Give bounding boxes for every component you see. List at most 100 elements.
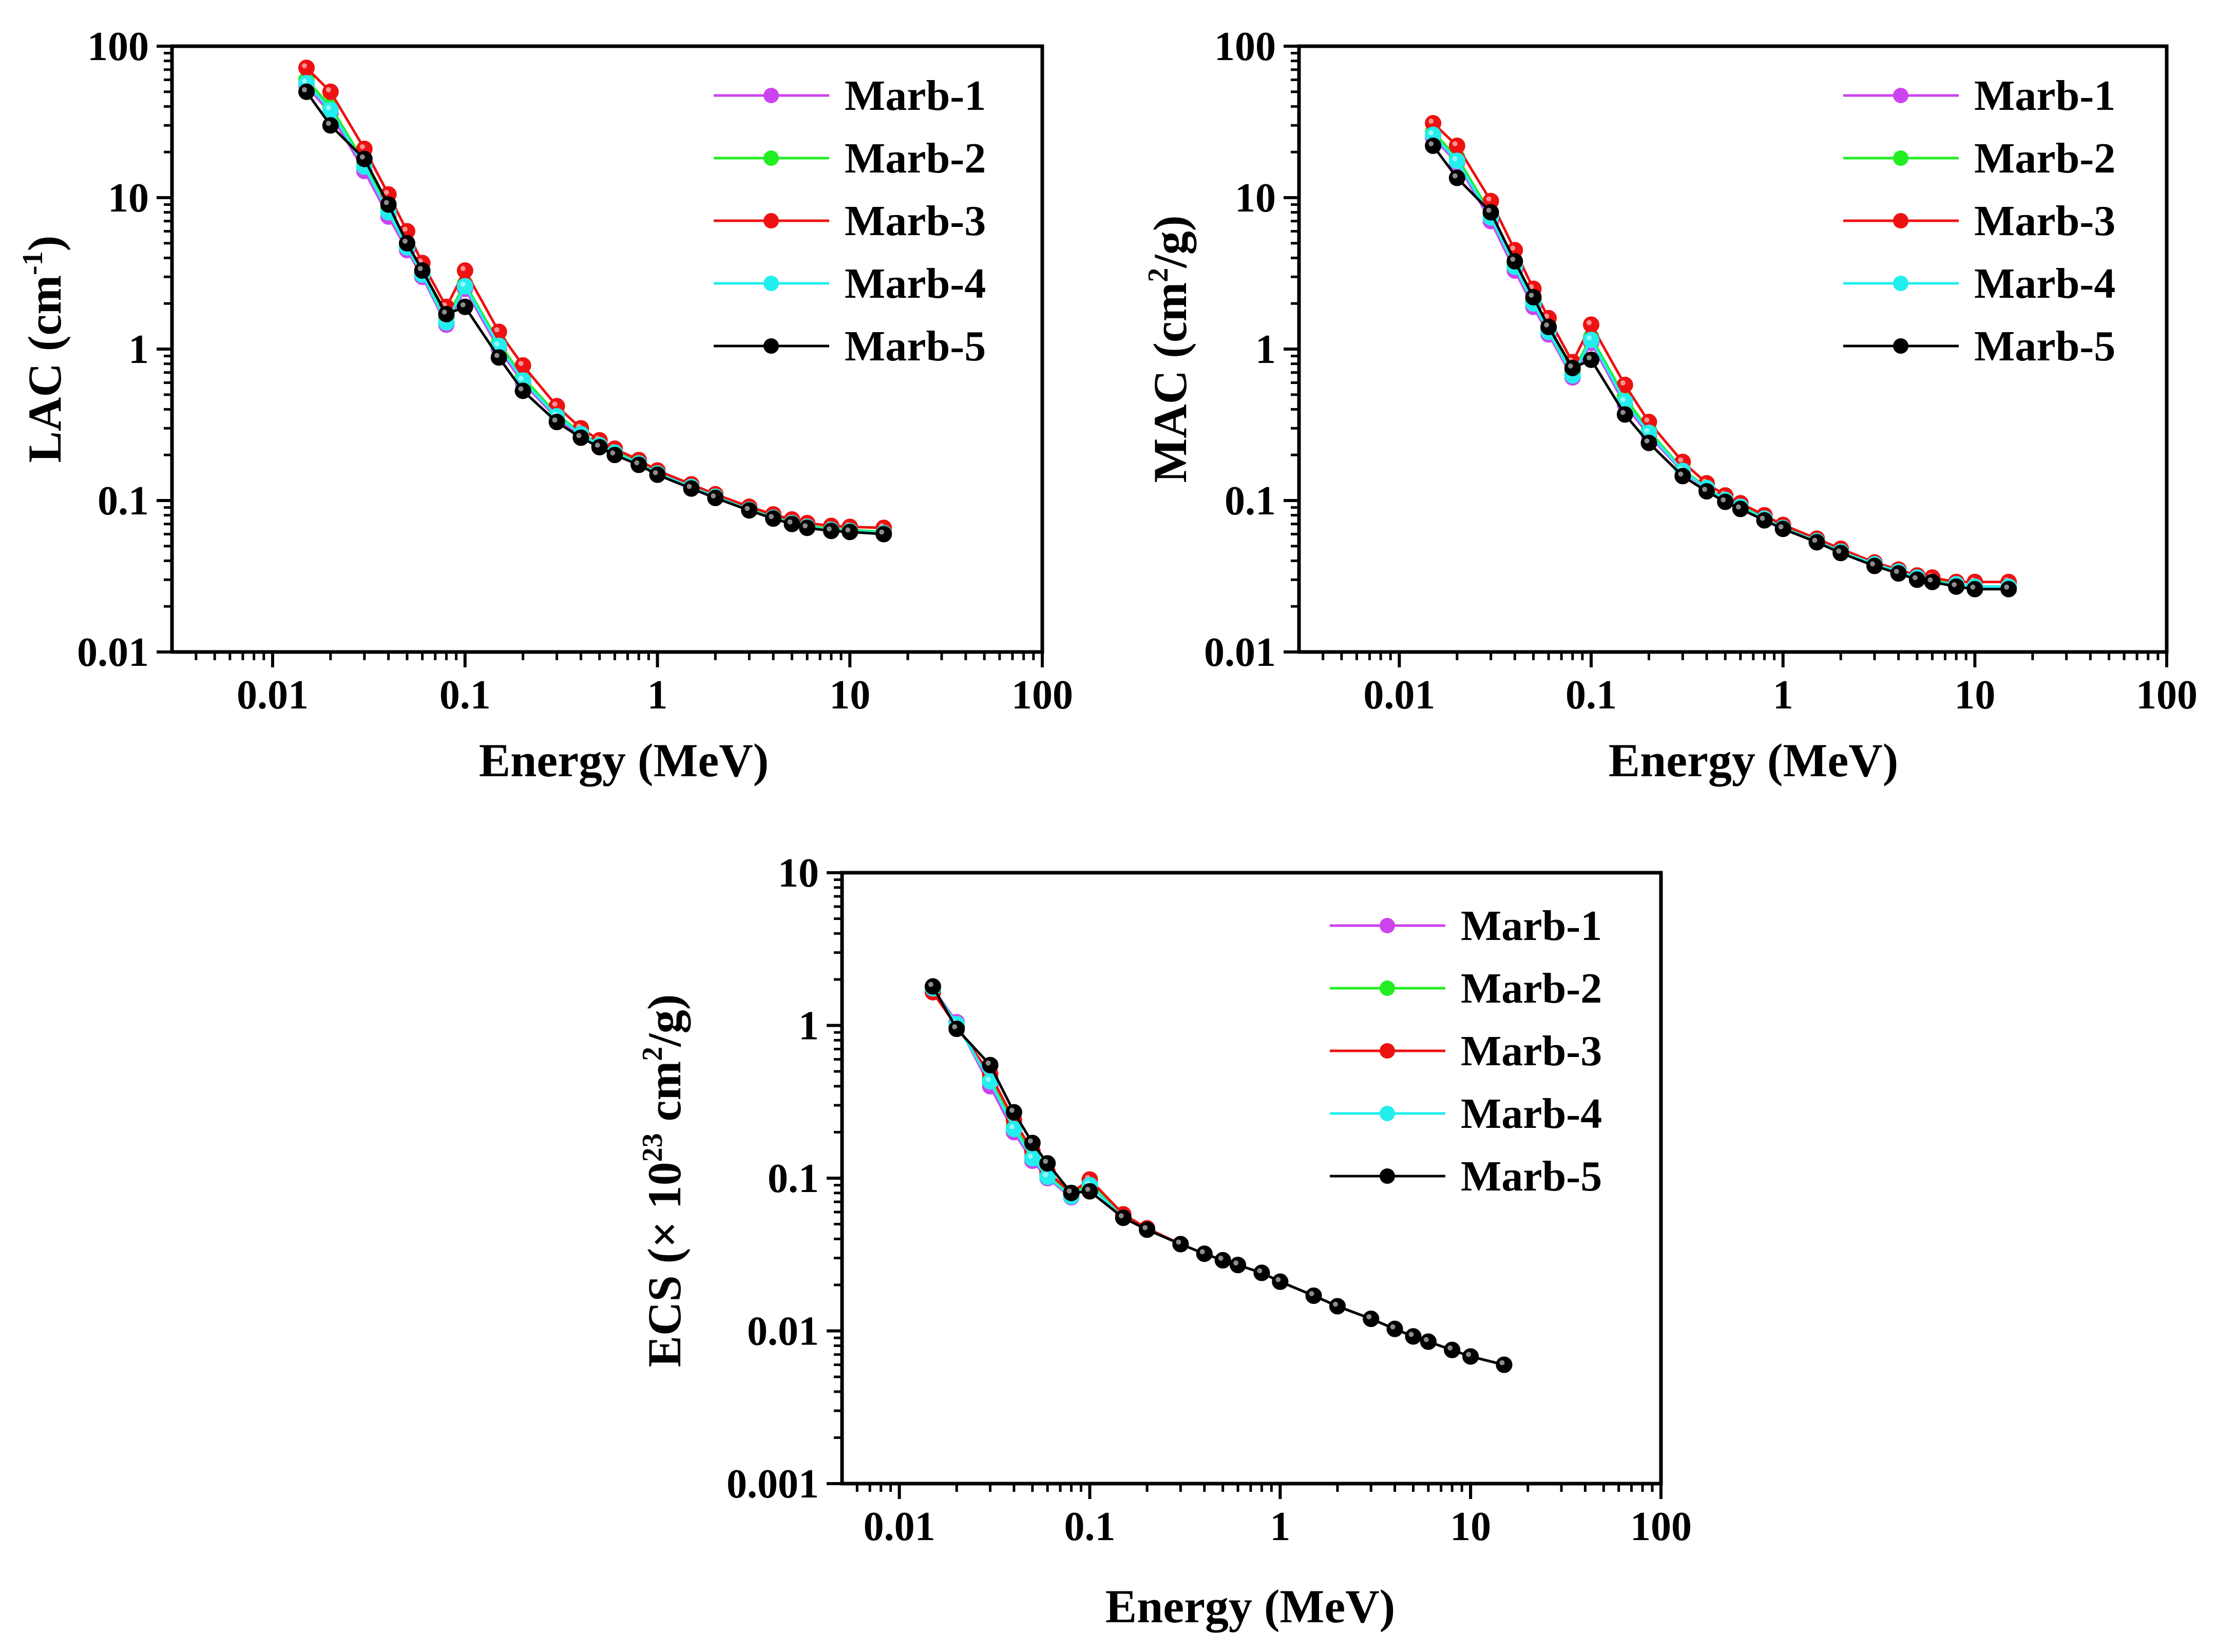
- data-point: [1063, 1184, 1080, 1201]
- data-point-highlight: [1366, 1314, 1372, 1319]
- data-point-highlight: [1702, 487, 1707, 492]
- data-point: [1832, 545, 1849, 562]
- data-point: [1329, 1298, 1346, 1315]
- data-point-highlight: [1428, 119, 1434, 124]
- data-point-highlight: [494, 341, 500, 347]
- legend-item-marb-2: Marb-2: [1843, 135, 2115, 182]
- data-point: [572, 429, 589, 446]
- series-marb-3: [298, 60, 892, 536]
- legend-label: Marb-3: [845, 197, 986, 245]
- data-point-highlight: [1970, 584, 1976, 590]
- data-point: [1774, 521, 1791, 537]
- data-point: [1139, 1221, 1156, 1238]
- data-point: [1081, 1183, 1098, 1200]
- legend-item-marb-5: Marb-5: [1843, 322, 2115, 370]
- legend-marker: [1380, 918, 1395, 933]
- data-point-highlight: [653, 470, 658, 475]
- legend-marker: [1893, 150, 1908, 166]
- data-point: [1674, 468, 1691, 485]
- data-point: [414, 262, 431, 279]
- data-point-highlight: [494, 327, 500, 333]
- y-tick-label: 10: [778, 851, 819, 896]
- data-point: [591, 439, 608, 456]
- data-point-highlight: [359, 154, 365, 160]
- data-point: [1115, 1209, 1132, 1226]
- data-point: [1908, 571, 1925, 588]
- data-point: [1305, 1287, 1322, 1304]
- data-point-highlight: [460, 302, 466, 308]
- data-point-highlight: [1043, 1172, 1048, 1178]
- data-point-highlight: [384, 189, 389, 195]
- series-line: [305, 79, 884, 533]
- x-tick-label: 10: [1954, 673, 1995, 718]
- data-point-highlight: [1118, 1213, 1124, 1219]
- data-point-highlight: [1085, 1186, 1091, 1192]
- legend-item-marb-4: Marb-4: [714, 260, 986, 308]
- data-point: [1583, 316, 1600, 333]
- data-point-highlight: [1869, 561, 1875, 567]
- legend-label: Marb-1: [845, 72, 986, 120]
- data-point-highlight: [1510, 256, 1516, 262]
- data-point-highlight: [460, 266, 466, 272]
- data-point-highlight: [576, 433, 582, 438]
- data-point: [1756, 512, 1773, 529]
- data-point-highlight: [1486, 207, 1492, 213]
- data-point: [1448, 169, 1465, 186]
- legend-item-marb-1: Marb-1: [1330, 902, 1602, 950]
- x-tick-label: 10: [1450, 1504, 1491, 1549]
- data-point-highlight: [460, 281, 466, 287]
- data-point: [438, 306, 455, 323]
- legend-marker: [763, 338, 779, 354]
- series-line: [1432, 133, 2009, 588]
- data-point: [1616, 406, 1633, 423]
- data-point-highlight: [1735, 504, 1741, 510]
- data-point: [1230, 1257, 1247, 1274]
- data-point-highlight: [744, 506, 750, 511]
- data-point-highlight: [595, 443, 600, 448]
- data-point: [1525, 289, 1542, 305]
- data-point: [1540, 318, 1557, 335]
- data-point: [1732, 501, 1749, 517]
- legend-item-marb-4: Marb-4: [1843, 260, 2115, 308]
- y-tick-label: 10: [108, 176, 149, 221]
- legend-marker: [763, 276, 779, 291]
- y-tick-label: 1: [128, 327, 149, 372]
- data-point: [456, 262, 473, 279]
- y-tick-label: 100: [1214, 24, 1276, 69]
- data-point: [765, 510, 782, 527]
- x-tick-label: 10: [829, 673, 870, 718]
- data-point: [1717, 493, 1734, 510]
- data-point: [649, 466, 666, 483]
- y-tick-label: 0.1: [1225, 478, 1276, 524]
- data-point: [823, 523, 839, 540]
- legend-item-marb-1: Marb-1: [714, 72, 986, 120]
- x-tick-label: 0.1: [440, 673, 491, 718]
- chart-lac: 0.01 0.1 1 10 100 0.01 0.1 1 10 100 Energy (MeV) LA…: [17, 24, 1073, 786]
- series-marb-2: [1425, 124, 2017, 595]
- data-point-highlight: [711, 493, 716, 498]
- data-point: [1363, 1310, 1380, 1327]
- data-point-highlight: [1423, 1337, 1429, 1342]
- data-point-highlight: [326, 121, 331, 126]
- data-point: [322, 117, 339, 134]
- data-point-highlight: [301, 87, 307, 92]
- data-point-highlight: [985, 1060, 991, 1066]
- data-point: [1024, 1150, 1041, 1167]
- series-marb-5: [1425, 137, 2017, 598]
- data-point-highlight: [1620, 380, 1626, 386]
- legend-marker: [1380, 1106, 1395, 1121]
- series-marb-3: [924, 984, 1513, 1373]
- data-point-highlight: [1620, 397, 1626, 402]
- series-line: [305, 67, 884, 529]
- legend-item-marb-2: Marb-2: [1330, 965, 1602, 1012]
- data-point-highlight: [384, 200, 389, 205]
- data-point: [799, 520, 816, 536]
- legend-marker: [1893, 338, 1908, 354]
- chart-mac: 0.01 0.1 1 10 100 0.01 0.1 1 10 100 Energy (MeV) MA…: [1142, 24, 2198, 786]
- data-point: [741, 502, 758, 519]
- data-point-highlight: [402, 226, 408, 232]
- legend-marker: [1380, 981, 1395, 996]
- y-tick-label: 0.01: [747, 1309, 819, 1354]
- data-point: [1966, 581, 1983, 598]
